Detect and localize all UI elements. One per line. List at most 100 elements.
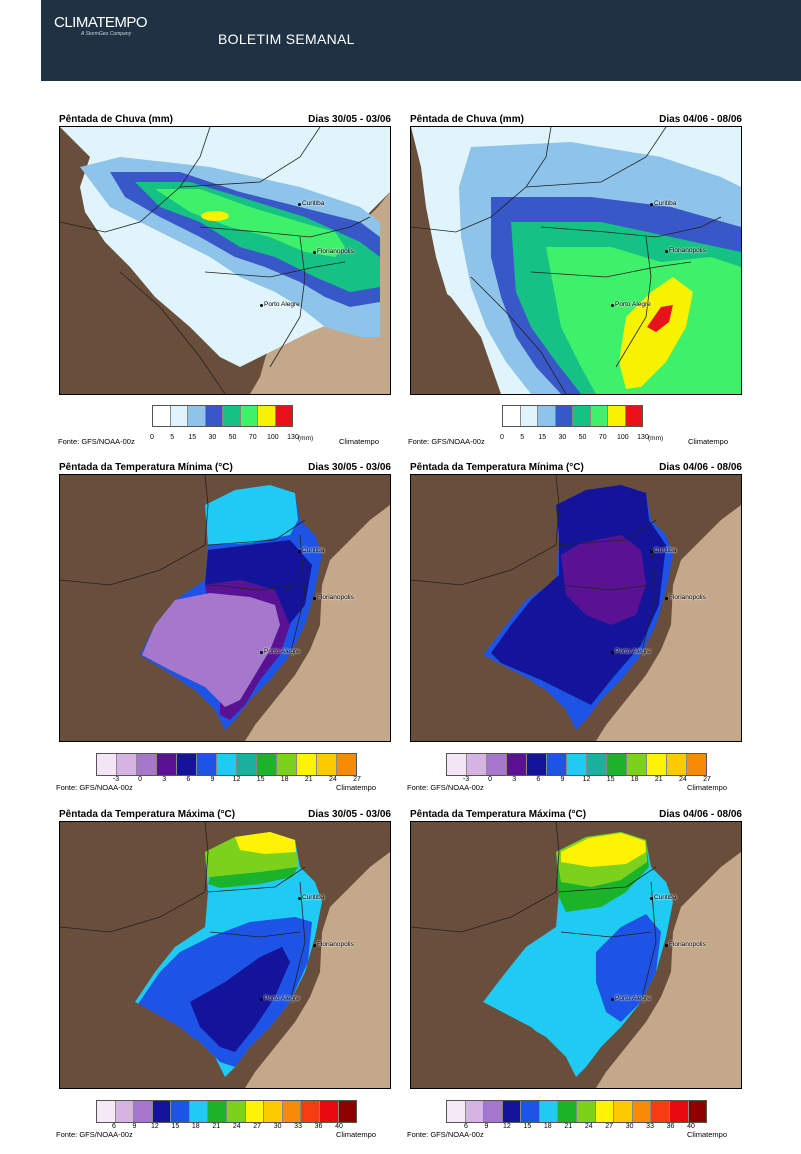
legend-swatch <box>507 754 527 775</box>
legend-swatch <box>337 754 356 775</box>
legend-tick: 6 <box>186 776 191 783</box>
legend-swatch <box>651 1101 670 1122</box>
tmin-panel-right: Pêntada da Temperatura Mínima (°C) Dias … <box>407 462 742 792</box>
legend-tick: 15 <box>606 776 615 783</box>
legend-swatch <box>264 1101 283 1122</box>
brand-label: Climatempo <box>688 437 729 446</box>
legend-swatch <box>587 754 607 775</box>
panel-dates: Dias 30/05 - 03/06 <box>308 809 391 820</box>
legend-tick: 15 <box>256 776 265 783</box>
legend-tick: 6 <box>536 776 541 783</box>
legend-swatch <box>137 754 157 775</box>
rain-panel-right: Pêntada de Chuva (mm) Dias 04/06 - 08/06… <box>408 114 742 446</box>
tmin-map-left <box>59 474 391 742</box>
panel-dates: Dias 04/06 - 08/06 <box>659 114 742 125</box>
legend-swatch <box>177 754 197 775</box>
legend-tick: 0 <box>500 434 504 441</box>
legend-swatch <box>317 754 337 775</box>
rain-panel-left: Pêntada de Chuva (mm) Dias 30/05 - 03/06… <box>58 114 391 446</box>
city-label-florianopolis: Florianopolis <box>313 248 354 255</box>
legend-swatch <box>607 754 627 775</box>
panel-dates: Dias 30/05 - 03/06 <box>308 462 391 473</box>
brand-label: Climatempo <box>687 783 728 792</box>
legend-ticks: 0 5 15 30 50 70 100 130 <box>500 434 649 444</box>
legend-tick: 12 <box>503 1123 511 1130</box>
legend-tick: 18 <box>191 1123 200 1130</box>
legend-tick: 24 <box>584 1123 593 1130</box>
legend-swatch <box>688 1101 707 1122</box>
city-label-curitiba: Curitiba <box>649 894 677 901</box>
legend-swatch <box>301 1101 320 1122</box>
legend-swatch <box>157 754 177 775</box>
legend-tick: 0 <box>138 776 143 783</box>
legend-swatch <box>467 754 487 775</box>
legend-unit: (mm) <box>648 435 664 442</box>
legend-unit: (mm) <box>298 435 314 442</box>
city-label-porto-alegre: Porto Alegre <box>611 995 651 1002</box>
legend-tick: 33 <box>294 1123 302 1130</box>
legend-tick: 0 <box>488 776 493 783</box>
legend-tick: 5 <box>520 434 525 441</box>
legend-swatch <box>590 406 608 426</box>
legend-swatch <box>171 1101 190 1122</box>
legend-tick: 15 <box>523 1123 532 1130</box>
city-label-porto-alegre: Porto Alegre <box>260 648 300 655</box>
legend-swatch <box>521 1101 540 1122</box>
legend-tick: 40 <box>335 1123 343 1130</box>
city-label-curitiba: Curitiba <box>297 894 325 901</box>
legend-swatch <box>97 1101 116 1122</box>
panel-title: Pêntada de Chuva (mm) <box>59 114 173 125</box>
brand-label: Climatempo <box>336 783 377 792</box>
legend-swatch <box>573 406 591 426</box>
legend-tick: 24 <box>678 776 687 783</box>
legend-tick: 21 <box>654 776 663 783</box>
city-label-porto-alegre: Porto Alegre <box>260 995 300 1002</box>
source-label: Fonte: GFS/NOAA-00z <box>56 1130 133 1139</box>
legend-swatch <box>447 1101 466 1122</box>
legend-swatch <box>223 406 241 426</box>
tmin-map-right <box>410 474 742 742</box>
color-legend <box>96 1100 357 1123</box>
legend-swatch <box>208 1101 228 1122</box>
legend-tick: 24 <box>328 776 337 783</box>
legend-swatch <box>595 1101 615 1122</box>
city-label-curitiba: Curitiba <box>649 200 677 207</box>
legend-tick: 15 <box>188 434 197 441</box>
legend-swatch <box>669 1101 689 1122</box>
legend-tick: 9 <box>210 776 215 783</box>
tmax-panel-right: Pêntada da Temperatura Máxima (°C) Dias … <box>407 809 742 1141</box>
legend-swatch <box>275 406 292 426</box>
page-title: BOLETIM SEMANAL <box>218 31 355 47</box>
brand-label: Climatempo <box>336 1130 377 1139</box>
legend-tick: 50 <box>578 434 587 441</box>
legend-swatch <box>134 1101 153 1122</box>
legend-ticks: -3 0 3 6 9 12 15 18 21 24 27 <box>113 776 361 786</box>
legend-ticks: 6 9 12 15 18 21 24 27 30 33 36 40 <box>464 1123 695 1133</box>
legend-swatch <box>297 754 317 775</box>
panel-title: Pêntada da Temperatura Mínima (°C) <box>410 462 584 473</box>
legend-tick: -3 <box>462 776 470 783</box>
legend-tick: 18 <box>543 1123 552 1130</box>
legend-swatch <box>687 754 706 775</box>
legend-tick: 27 <box>353 776 361 783</box>
legend-tick: 6 <box>112 1123 116 1130</box>
city-label-curitiba: Curitiba <box>297 547 325 554</box>
city-label-florianopolis: Florianopolis <box>665 941 706 948</box>
legend-tick: 27 <box>605 1123 614 1130</box>
legend-swatch <box>189 1101 209 1122</box>
legend-tick: 12 <box>582 776 591 783</box>
legend-swatch <box>538 406 556 426</box>
tmax-map-right <box>410 821 742 1089</box>
legend-swatch <box>188 406 206 426</box>
legend-tick: 9 <box>560 776 565 783</box>
city-label-florianopolis: Florianopolis <box>665 594 706 601</box>
legend-swatch <box>245 1101 265 1122</box>
legend-swatch <box>282 1101 302 1122</box>
legend-swatch <box>487 754 507 775</box>
legend-tick: 27 <box>253 1123 262 1130</box>
legend-tick: 27 <box>703 776 711 783</box>
logo-subtitle: A StormGeo Company <box>81 31 132 37</box>
legend-tick: 12 <box>232 776 241 783</box>
legend-swatch <box>115 1101 135 1122</box>
legend-swatch <box>520 406 538 426</box>
